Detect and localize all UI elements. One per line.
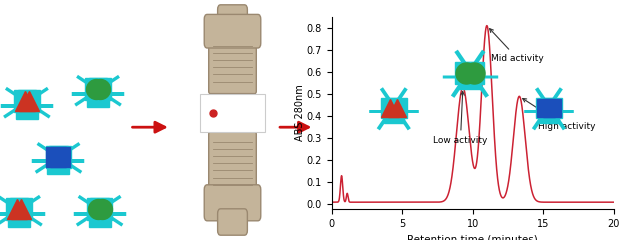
FancyBboxPatch shape	[209, 132, 256, 194]
FancyBboxPatch shape	[218, 5, 247, 29]
Text: Mid activity: Mid activity	[490, 29, 544, 63]
FancyBboxPatch shape	[218, 209, 247, 235]
Text: High activity: High activity	[523, 98, 595, 131]
FancyBboxPatch shape	[204, 14, 261, 48]
FancyBboxPatch shape	[209, 36, 256, 94]
FancyBboxPatch shape	[204, 185, 261, 221]
Text: Low activity: Low activity	[433, 91, 488, 145]
FancyBboxPatch shape	[200, 94, 265, 132]
Y-axis label: ABS 280nm: ABS 280nm	[295, 84, 305, 141]
X-axis label: Retention time (minutes): Retention time (minutes)	[407, 234, 538, 240]
